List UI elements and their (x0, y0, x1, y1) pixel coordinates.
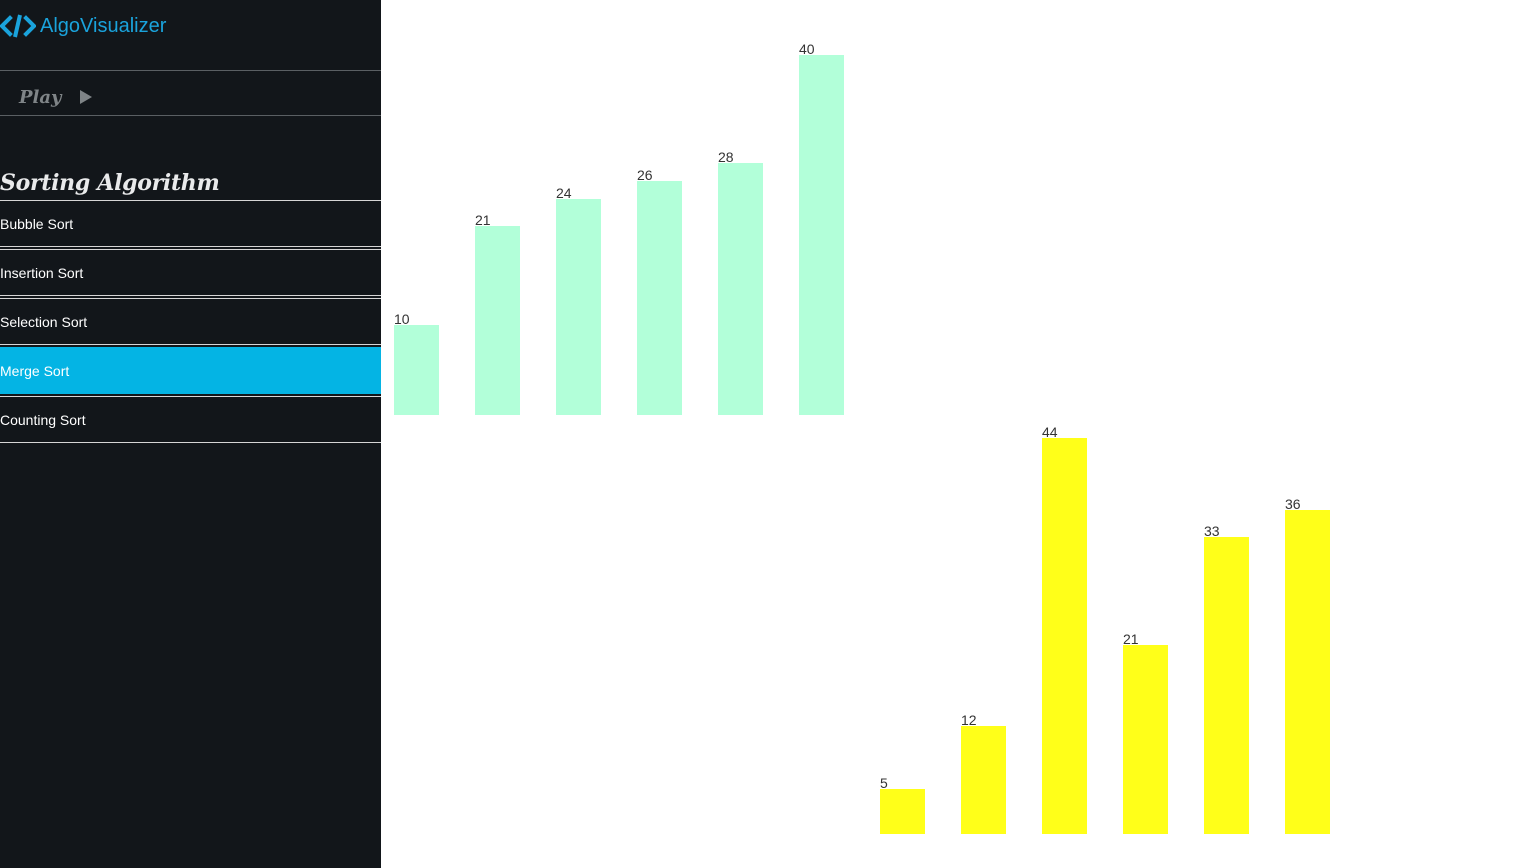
bar (475, 226, 520, 415)
bar-value-label: 21 (1123, 631, 1139, 647)
bar-value-label: 44 (1042, 424, 1058, 440)
bar (637, 181, 682, 415)
bar (1042, 438, 1087, 834)
bar (556, 199, 601, 415)
sort-visualization: 10 21 24 26 28 40 5 12 44 21 33 36 (394, 41, 1330, 834)
bar-value-label: 21 (475, 212, 491, 228)
bar-value-label: 24 (556, 185, 572, 201)
bar-value-label: 12 (961, 712, 977, 728)
sidebar: AlgoVisualizer Play Sorting Algorithm Bu… (0, 0, 381, 868)
bar (880, 789, 925, 834)
play-button[interactable]: Play (19, 84, 92, 110)
bar-value-label: 10 (394, 311, 410, 327)
bar (1204, 537, 1249, 834)
sidebar-item-insertion-sort[interactable]: Insertion Sort (0, 249, 381, 296)
bar-value-label: 33 (1204, 523, 1220, 539)
sidebar-item-merge-sort[interactable]: Merge Sort (0, 347, 381, 394)
code-icon (0, 14, 36, 38)
bar (961, 726, 1006, 834)
sidebar-item-selection-sort[interactable]: Selection Sort (0, 298, 381, 345)
divider (0, 115, 381, 116)
bar (799, 55, 844, 415)
bar (718, 163, 763, 415)
section-title: Sorting Algorithm (0, 170, 220, 196)
bar-value-label: 36 (1285, 496, 1301, 512)
bar-value-label: 5 (880, 775, 888, 791)
play-icon (79, 90, 92, 104)
algorithm-list: Bubble Sort Insertion Sort Selection Sor… (0, 200, 381, 443)
app-title: AlgoVisualizer (40, 14, 167, 37)
bar-value-label: 40 (799, 41, 815, 57)
sidebar-item-bubble-sort[interactable]: Bubble Sort (0, 200, 381, 247)
play-label: Play (19, 86, 62, 108)
bar (1123, 645, 1168, 834)
sidebar-item-counting-sort[interactable]: Counting Sort (0, 396, 381, 443)
divider (0, 70, 381, 71)
bar-group-left: 10 21 24 26 28 40 (394, 41, 844, 415)
bar (1285, 510, 1330, 834)
bar (394, 325, 439, 415)
bar-group-right: 5 12 44 21 33 36 (880, 424, 1330, 834)
bar-value-label: 28 (718, 149, 734, 165)
brand[interactable]: AlgoVisualizer (0, 10, 166, 42)
bar-value-label: 26 (637, 167, 653, 183)
